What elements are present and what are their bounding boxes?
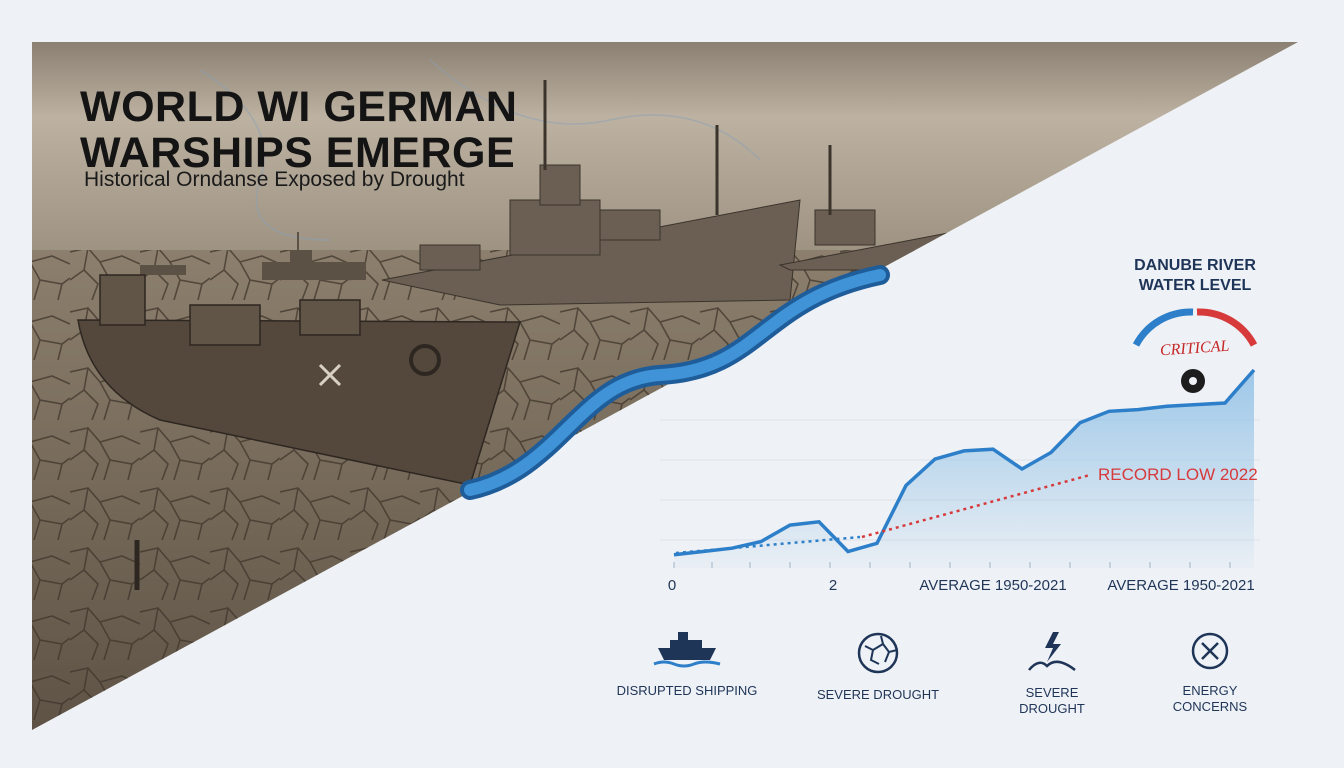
x-tick-label: 0 bbox=[668, 577, 676, 594]
annotation-record-low: RECORD LOW 2022 bbox=[1098, 465, 1258, 484]
gauge-arc-low bbox=[1132, 308, 1194, 347]
title-line-2: WARSHIPS EMERGE bbox=[80, 129, 516, 177]
x-axis-ticks: 0 2 AVERAGE 1950-2021 AVERAGE 1950-2021 bbox=[668, 562, 1255, 594]
panel-title-line-1: DANUBE RIVER bbox=[1134, 257, 1256, 274]
icon-item-severe-drought: SEVERE DROUGHT bbox=[808, 630, 948, 703]
gauge: CRITICAL bbox=[1132, 308, 1258, 393]
panel-title-line-2: WATER LEVEL bbox=[1138, 277, 1252, 294]
title-line-1: WORLD WI GERMAN bbox=[80, 83, 518, 131]
icon-item-severe-drought-2: SEVERE DROUGHT bbox=[1002, 630, 1102, 717]
chart-area-fill bbox=[674, 370, 1254, 568]
trend-line-low bbox=[675, 535, 861, 555]
page-title: WORLD WI GERMAN WARSHIPS EMERGE bbox=[80, 84, 517, 176]
gauge-needle-center bbox=[1189, 377, 1197, 385]
x-tick-label: 2 bbox=[829, 577, 837, 594]
gauge-arc-high bbox=[1196, 308, 1258, 347]
ship-icon bbox=[653, 632, 721, 668]
chart-series-line bbox=[673, 368, 1256, 557]
icon-label-severe-drought-2: SEVERE DROUGHT bbox=[1019, 685, 1085, 716]
x-tick-label: AVERAGE 1950-2021 bbox=[919, 577, 1066, 594]
chart-panel-title: DANUBE RIVER WATER LEVEL bbox=[1100, 256, 1290, 296]
cross-circle-icon bbox=[1191, 632, 1229, 670]
cracked-earth-icon bbox=[857, 632, 899, 674]
lightning-icon bbox=[1028, 632, 1076, 671]
icon-item-energy-concerns: ENERGY CONCERNS bbox=[1160, 630, 1260, 715]
page-subtitle: Historical Orndanse Exposed by Drought bbox=[84, 168, 465, 191]
icon-label-disrupted-shipping: DISRUPTED SHIPPING bbox=[616, 683, 758, 698]
gauge-label: CRITICAL bbox=[1160, 338, 1230, 360]
icon-label-energy-concerns: ENERGY CONCERNS bbox=[1172, 683, 1248, 714]
x-tick-label: AVERAGE 1950-2021 bbox=[1107, 577, 1254, 594]
icon-item-disrupted-shipping: DISRUPTED SHIPPING bbox=[612, 630, 762, 699]
trend-line-high bbox=[861, 473, 1091, 539]
icon-label-severe-drought: SEVERE DROUGHT bbox=[816, 687, 940, 702]
